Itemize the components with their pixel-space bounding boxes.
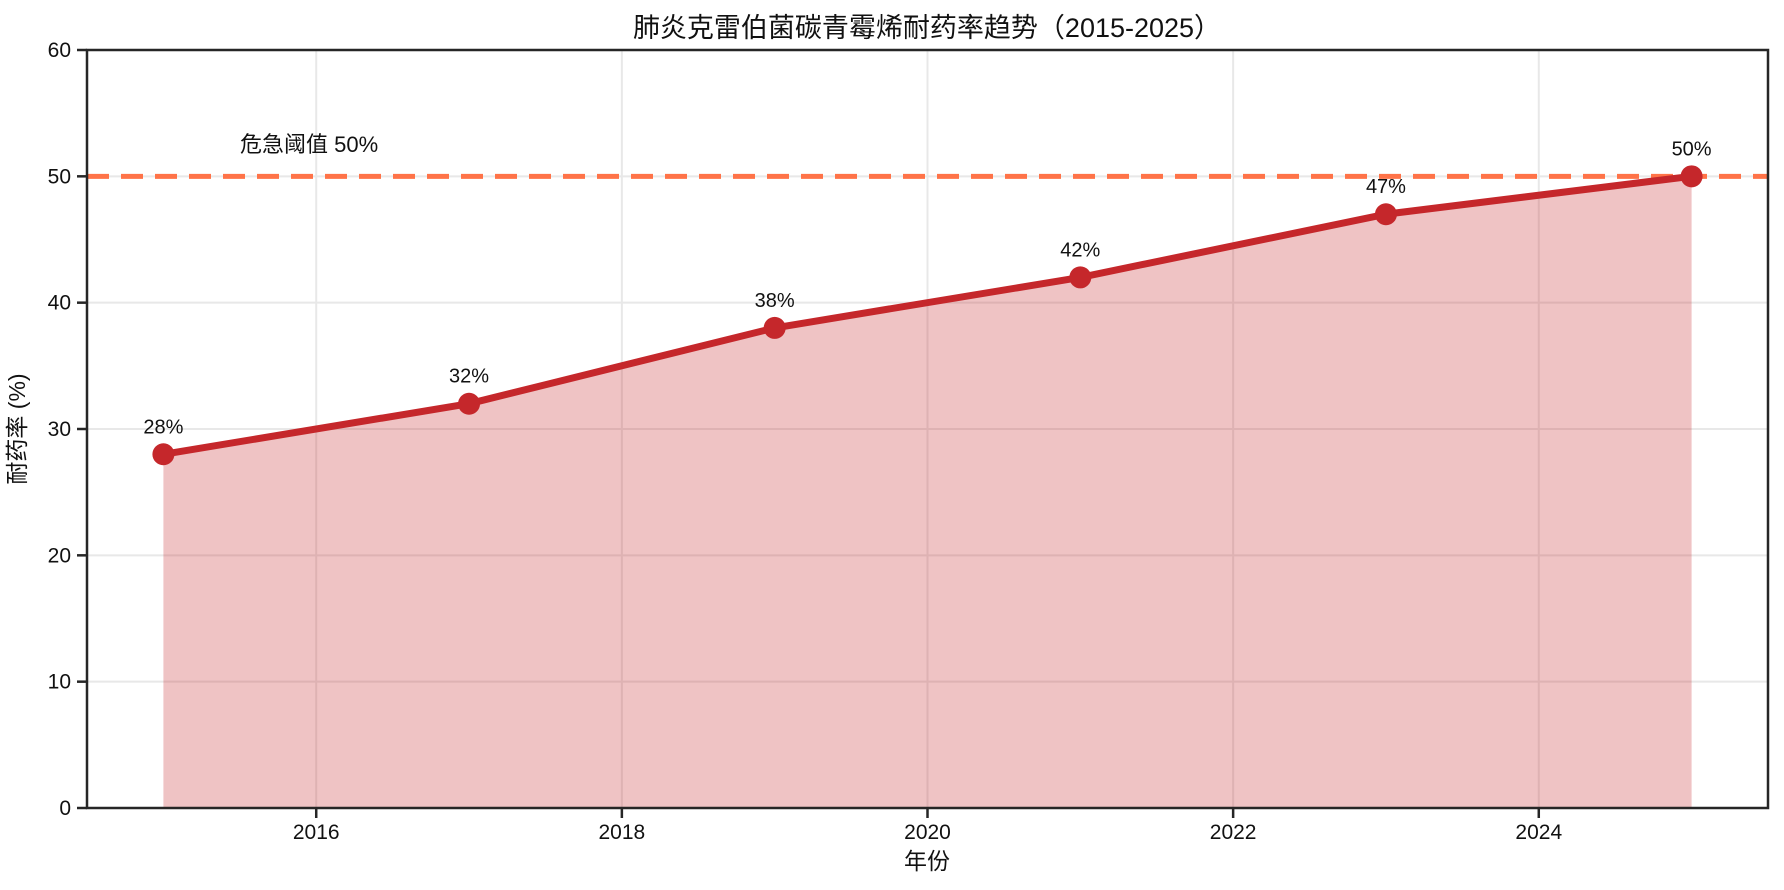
data-point-label: 42%	[1060, 239, 1100, 261]
data-point-marker	[152, 443, 175, 466]
y-tick-label: 20	[48, 544, 71, 567]
data-point-label: 38%	[755, 290, 795, 312]
y-tick-label: 0	[59, 797, 71, 820]
y-tick-label: 40	[48, 292, 71, 315]
data-point-label: 50%	[1672, 138, 1712, 160]
area-fill	[163, 176, 1692, 809]
y-axis-title: 耐药率 (%)	[4, 373, 30, 484]
y-tick-label: 10	[48, 671, 71, 694]
x-tick-label: 2018	[599, 821, 646, 844]
y-tick-label: 50	[48, 165, 71, 188]
data-point-marker	[1680, 165, 1703, 188]
data-point-label: 28%	[143, 416, 183, 438]
data-point-label: 32%	[449, 366, 489, 388]
data-point-label: 47%	[1366, 176, 1406, 198]
x-tick-label: 2016	[293, 821, 340, 844]
y-tick-label: 60	[48, 39, 71, 62]
data-point-labels-layer: 28% 32% 38% 42% 47% 50%	[143, 138, 1711, 438]
data-point-marker	[1374, 203, 1397, 226]
x-tick-label: 2020	[904, 821, 951, 844]
data-point-marker	[1069, 266, 1092, 289]
threshold-label: 危急阈值 50%	[240, 132, 378, 157]
trend-line	[159, 172, 1696, 458]
area-fill-layer	[163, 176, 1692, 809]
x-axis-title: 年份	[904, 848, 950, 874]
tick-labels-layer: 0 10 20 30 40 50 60 2016 2018 2020 2022 2024	[48, 39, 1563, 844]
axes-layer	[77, 48, 1770, 818]
x-tick-label: 2022	[1210, 821, 1257, 844]
x-tick-label: 2024	[1515, 821, 1562, 844]
trend-line-layer	[159, 172, 1696, 458]
data-point-marker	[458, 392, 481, 415]
data-points-layer	[152, 165, 1703, 466]
data-point-marker	[763, 316, 786, 339]
y-tick-label: 30	[48, 418, 71, 441]
chart-title: 肺炎克雷伯菌碳青霉烯耐药率趋势（2015-2025）	[633, 13, 1221, 43]
